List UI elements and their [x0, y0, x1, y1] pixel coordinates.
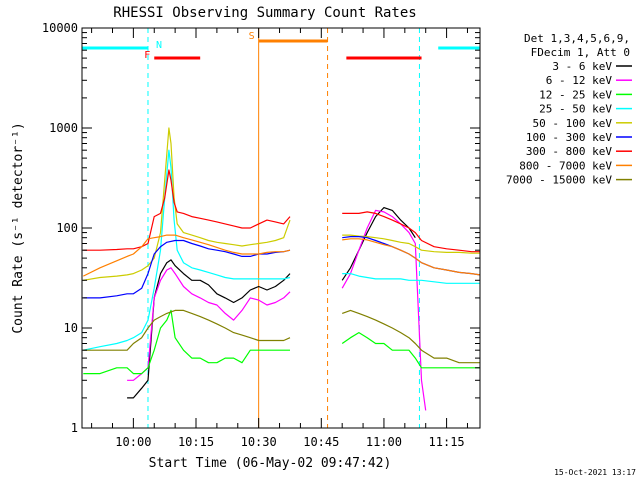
legend-entry-8: 800 - 7000 keV [519, 159, 612, 172]
series-line-9-post-gap [341, 309, 480, 364]
series-line-4-post-gap [342, 273, 480, 284]
y-tick-label-5: 10000 [42, 21, 78, 35]
series-line-2-pre-gap [127, 267, 291, 381]
legend-entry-9: 7000 - 15000 keV [506, 174, 612, 187]
y-tick-label-4: 1000 [49, 121, 78, 135]
series-line-7-pre-gap [83, 169, 291, 251]
series-line-5-pre-gap [83, 127, 291, 281]
plot-area: NF S 10:00 10:15 10:30 10:45 11:00 11:15 1 10 10… [42, 21, 481, 449]
y-tick-label-3: 100 [56, 221, 78, 235]
y-tick-label-2: 10 [64, 321, 78, 335]
legend: Det 1,3,4,5,6,9, FDecim 1, Att 0 3 - 6 k… [506, 32, 632, 187]
annotation-label-S: S [249, 31, 255, 42]
y-axis-label: Count Rate (s⁻¹ detector⁻¹) [11, 122, 26, 333]
legend-entry-6: 100 - 300 keV [526, 131, 612, 144]
series-line-4-pre-gap [83, 149, 291, 351]
x-tick-label-1: 10:00 [115, 435, 151, 449]
x-tick-label-3: 10:30 [241, 435, 277, 449]
series-line-3-pre-gap [83, 309, 290, 375]
legend-entry-7: 300 - 800 keV [526, 145, 612, 158]
legend-entry-3: 12 - 25 keV [539, 88, 612, 101]
series-line-7-post-gap [342, 211, 480, 253]
x-axis-label: Start Time (06-May-02 09:47:42) [149, 456, 392, 471]
y-tick-label-1: 1 [71, 421, 78, 435]
series-line-5-post-gap [342, 234, 480, 254]
x-tick-label-4: 10:45 [303, 435, 339, 449]
legend-header-line-1: Det 1,3,4,5,6,9, [524, 32, 630, 45]
y-axis-ticks: 1 10 100 1000 10000 [42, 21, 480, 435]
series-line-8-post-gap [342, 238, 481, 276]
annotation-label-N: N [156, 40, 162, 51]
x-tick-label-2: 10:15 [178, 435, 214, 449]
series-line-9-pre-gap [83, 309, 291, 351]
chart-title: RHESSI Observing Summary Count Rates [113, 5, 416, 21]
series-layer [83, 127, 481, 411]
legend-entry-1: 3 - 6 keV [552, 60, 612, 73]
x-axis-ticks: 10:00 10:15 10:30 10:45 11:00 11:15 [91, 28, 468, 449]
legend-header-line-2: FDecim 1, Att 0 [531, 46, 630, 59]
series-line-2-post-gap [341, 209, 427, 411]
series-line-8-pre-gap [83, 234, 291, 277]
legend-entry-4: 25 - 50 keV [539, 103, 612, 116]
legend-entry-5: 50 - 100 keV [533, 117, 613, 130]
series-line-3-post-gap [341, 332, 480, 369]
legend-entry-2: 6 - 12 keV [546, 74, 613, 87]
annotation-label-F: F [144, 50, 150, 61]
x-tick-label-6: 11:15 [429, 435, 465, 449]
x-tick-label-5: 11:00 [366, 435, 402, 449]
series-line-1-post-gap [341, 207, 416, 281]
timestamp: 15-Oct-2021 13:17 [554, 468, 636, 477]
